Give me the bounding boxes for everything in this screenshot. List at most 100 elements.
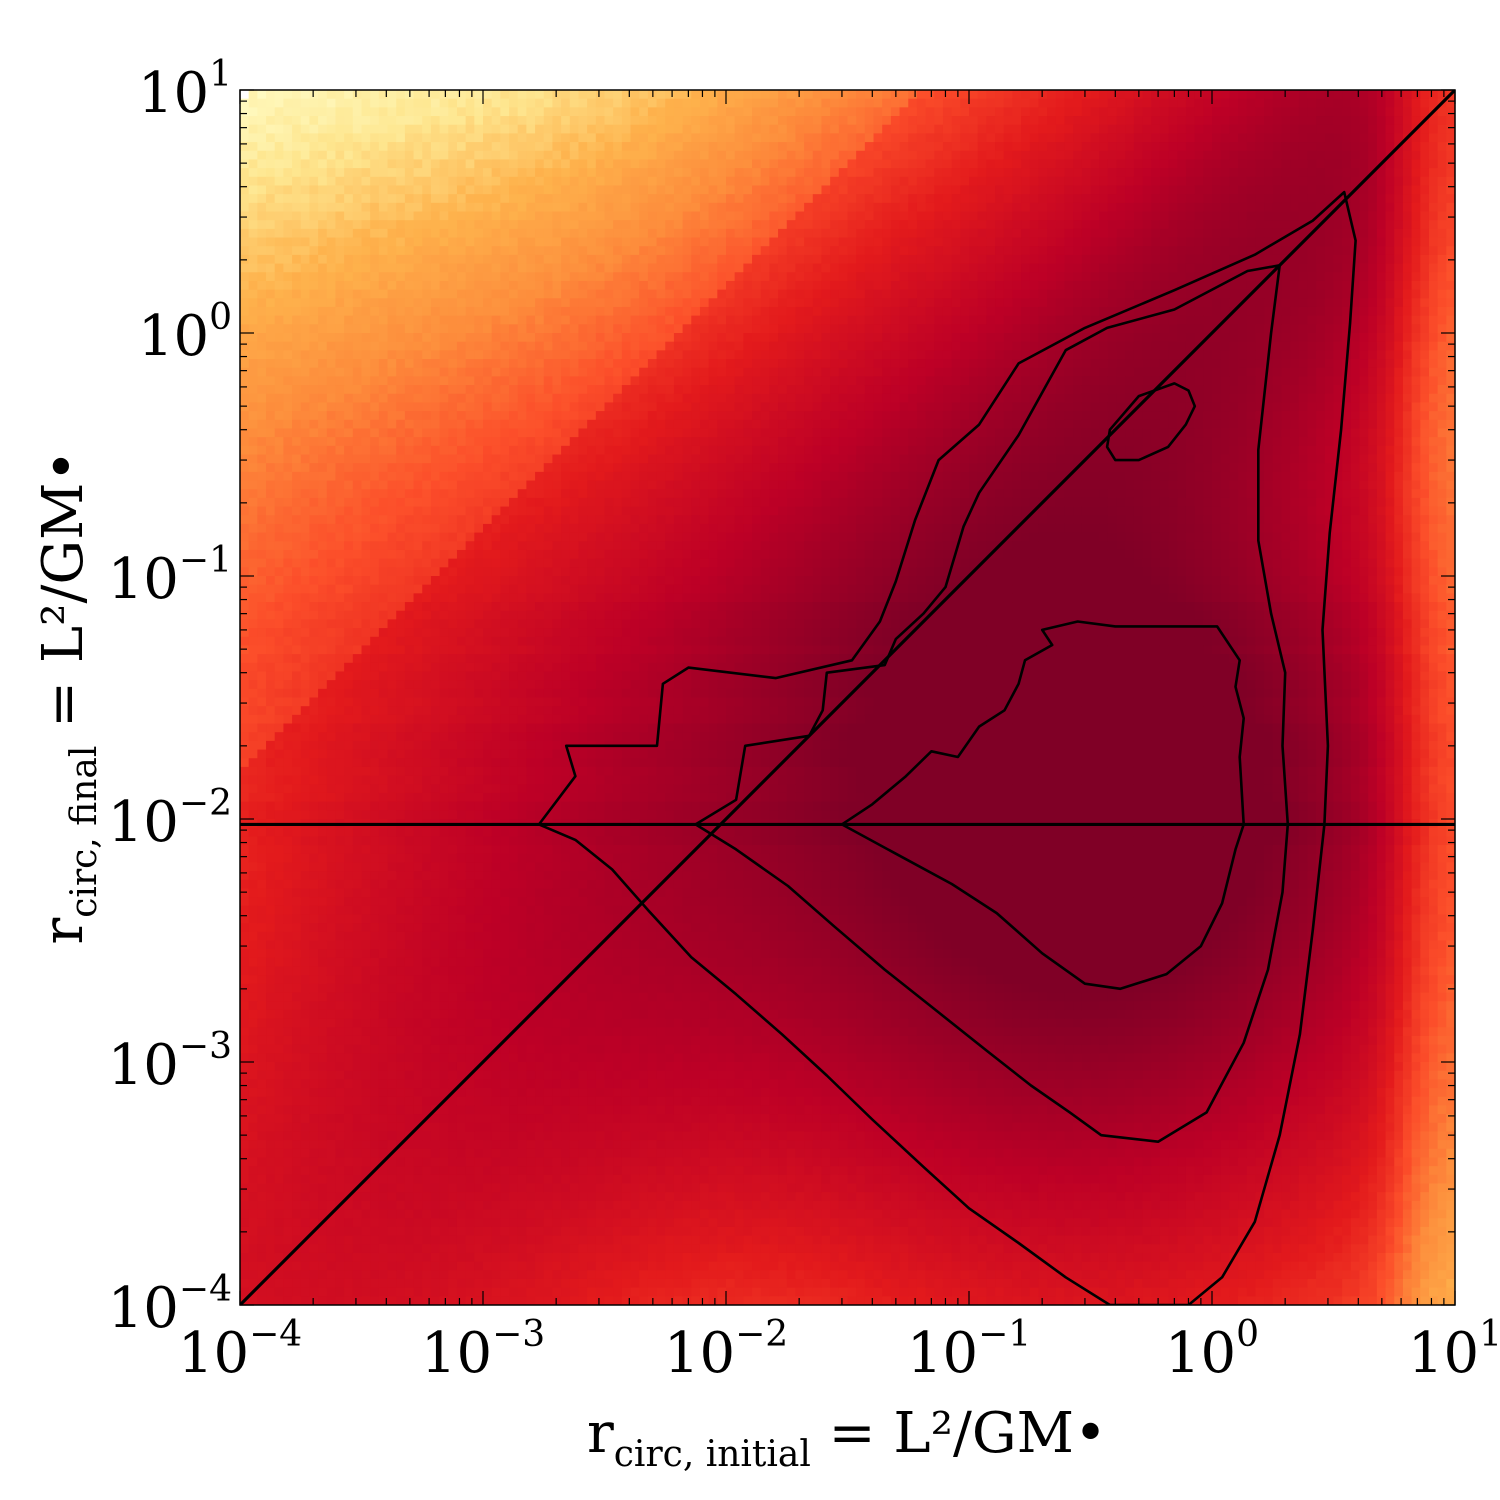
heatmap-cell xyxy=(413,923,423,933)
heatmap-cell xyxy=(274,602,284,612)
heatmap-cell xyxy=(500,176,510,187)
heatmap-cell xyxy=(283,957,293,968)
heatmap-cell xyxy=(300,602,311,612)
heatmap-cell xyxy=(283,680,293,690)
heatmap-cell xyxy=(396,688,406,699)
heatmap-cell xyxy=(274,532,284,542)
heatmap-cell xyxy=(283,246,293,256)
heatmap-cell xyxy=(413,515,423,525)
heatmap-cell xyxy=(474,1278,484,1289)
heatmap-cell xyxy=(456,1131,467,1141)
heatmap-cell xyxy=(309,732,319,742)
heatmap-cell xyxy=(292,983,302,994)
heatmap-cell xyxy=(361,983,371,994)
heatmap-cell xyxy=(413,1062,423,1072)
heatmap-cell xyxy=(509,706,519,716)
heatmap-cell xyxy=(456,168,467,178)
heatmap-cell xyxy=(344,766,354,777)
heatmap-cell xyxy=(274,1296,284,1305)
heatmap-cell xyxy=(517,853,527,863)
heatmap-cell xyxy=(430,1035,441,1046)
heatmap-cell xyxy=(526,827,536,837)
heatmap-cell xyxy=(422,1079,432,1089)
heatmap-cell xyxy=(283,1218,293,1228)
heatmap-cell xyxy=(309,1009,319,1020)
heatmap-cell xyxy=(318,341,328,351)
heatmap-cell xyxy=(430,1070,441,1080)
heatmap-cell xyxy=(439,888,449,898)
heatmap-cell xyxy=(335,992,345,1002)
heatmap-cell xyxy=(378,489,389,499)
heatmap-cell xyxy=(318,732,328,742)
heatmap-cell xyxy=(430,1174,441,1185)
heatmap-cell xyxy=(535,489,545,499)
heatmap-cell xyxy=(439,983,449,994)
heatmap-cell xyxy=(491,758,501,768)
heatmap-cell xyxy=(439,827,449,837)
heatmap-cell xyxy=(430,957,441,968)
heatmap-cell xyxy=(370,393,380,404)
heatmap-cell xyxy=(344,654,354,664)
heatmap-cell xyxy=(378,923,389,933)
heatmap-cell xyxy=(361,454,371,464)
heatmap-cell xyxy=(456,766,467,777)
heatmap-cell xyxy=(266,124,276,134)
heatmap-cell xyxy=(361,350,371,360)
heatmap-cell xyxy=(378,654,389,664)
heatmap-cell xyxy=(491,879,501,890)
heatmap-cell xyxy=(283,949,293,959)
heatmap-cell xyxy=(422,289,432,299)
heatmap-cell xyxy=(483,411,493,421)
heatmap-cell xyxy=(422,567,432,577)
heatmap-cell xyxy=(300,194,311,204)
heatmap-cell xyxy=(387,402,397,412)
heatmap-cell xyxy=(292,740,302,751)
heatmap-cell xyxy=(326,298,337,308)
heatmap-cell xyxy=(404,853,415,863)
heatmap-cell xyxy=(309,437,319,447)
heatmap-cell xyxy=(491,871,501,881)
heatmap-cell xyxy=(404,280,415,291)
heatmap-cell xyxy=(361,871,371,881)
heatmap-cell xyxy=(456,1200,467,1211)
heatmap-cell xyxy=(248,289,258,299)
heatmap-cell xyxy=(439,1009,449,1020)
heatmap-cell xyxy=(240,766,250,777)
heatmap-cell xyxy=(274,1105,284,1115)
heatmap-cell xyxy=(326,1114,337,1124)
heatmap-cell xyxy=(456,810,467,820)
heatmap-cell xyxy=(387,558,397,568)
heatmap-cell xyxy=(274,463,284,473)
heatmap-cell xyxy=(240,1027,250,1037)
heatmap-cell xyxy=(352,602,363,612)
heatmap-cell xyxy=(248,931,258,942)
heatmap-cell xyxy=(483,1148,493,1159)
heatmap-cell xyxy=(283,827,293,837)
heatmap-cell xyxy=(309,333,319,343)
heatmap-cell xyxy=(248,1105,258,1115)
heatmap-cell xyxy=(335,463,345,473)
heatmap-cell xyxy=(240,845,250,855)
heatmap-cell xyxy=(240,116,250,126)
heatmap-cell xyxy=(274,1044,284,1054)
heatmap-cell xyxy=(439,1131,449,1141)
heatmap-cell xyxy=(257,385,267,395)
heatmap-cell xyxy=(509,1270,519,1280)
heatmap-cell xyxy=(474,263,484,273)
heatmap-cell xyxy=(465,1235,475,1245)
heatmap-cell xyxy=(361,402,371,412)
heatmap-cell xyxy=(257,1035,267,1046)
heatmap-cell xyxy=(318,871,328,881)
heatmap-cell xyxy=(344,202,354,213)
heatmap-cell xyxy=(491,341,501,351)
heatmap-cell xyxy=(491,862,501,872)
heatmap-cell xyxy=(248,671,258,681)
heatmap-cell xyxy=(326,714,337,725)
heatmap-cell xyxy=(526,341,536,351)
heatmap-cell xyxy=(465,124,475,134)
heatmap-cell xyxy=(526,428,536,438)
heatmap-cell xyxy=(491,1183,501,1193)
heatmap-cell xyxy=(370,879,380,890)
heatmap-cell xyxy=(500,411,510,421)
heatmap-cell xyxy=(500,714,510,725)
